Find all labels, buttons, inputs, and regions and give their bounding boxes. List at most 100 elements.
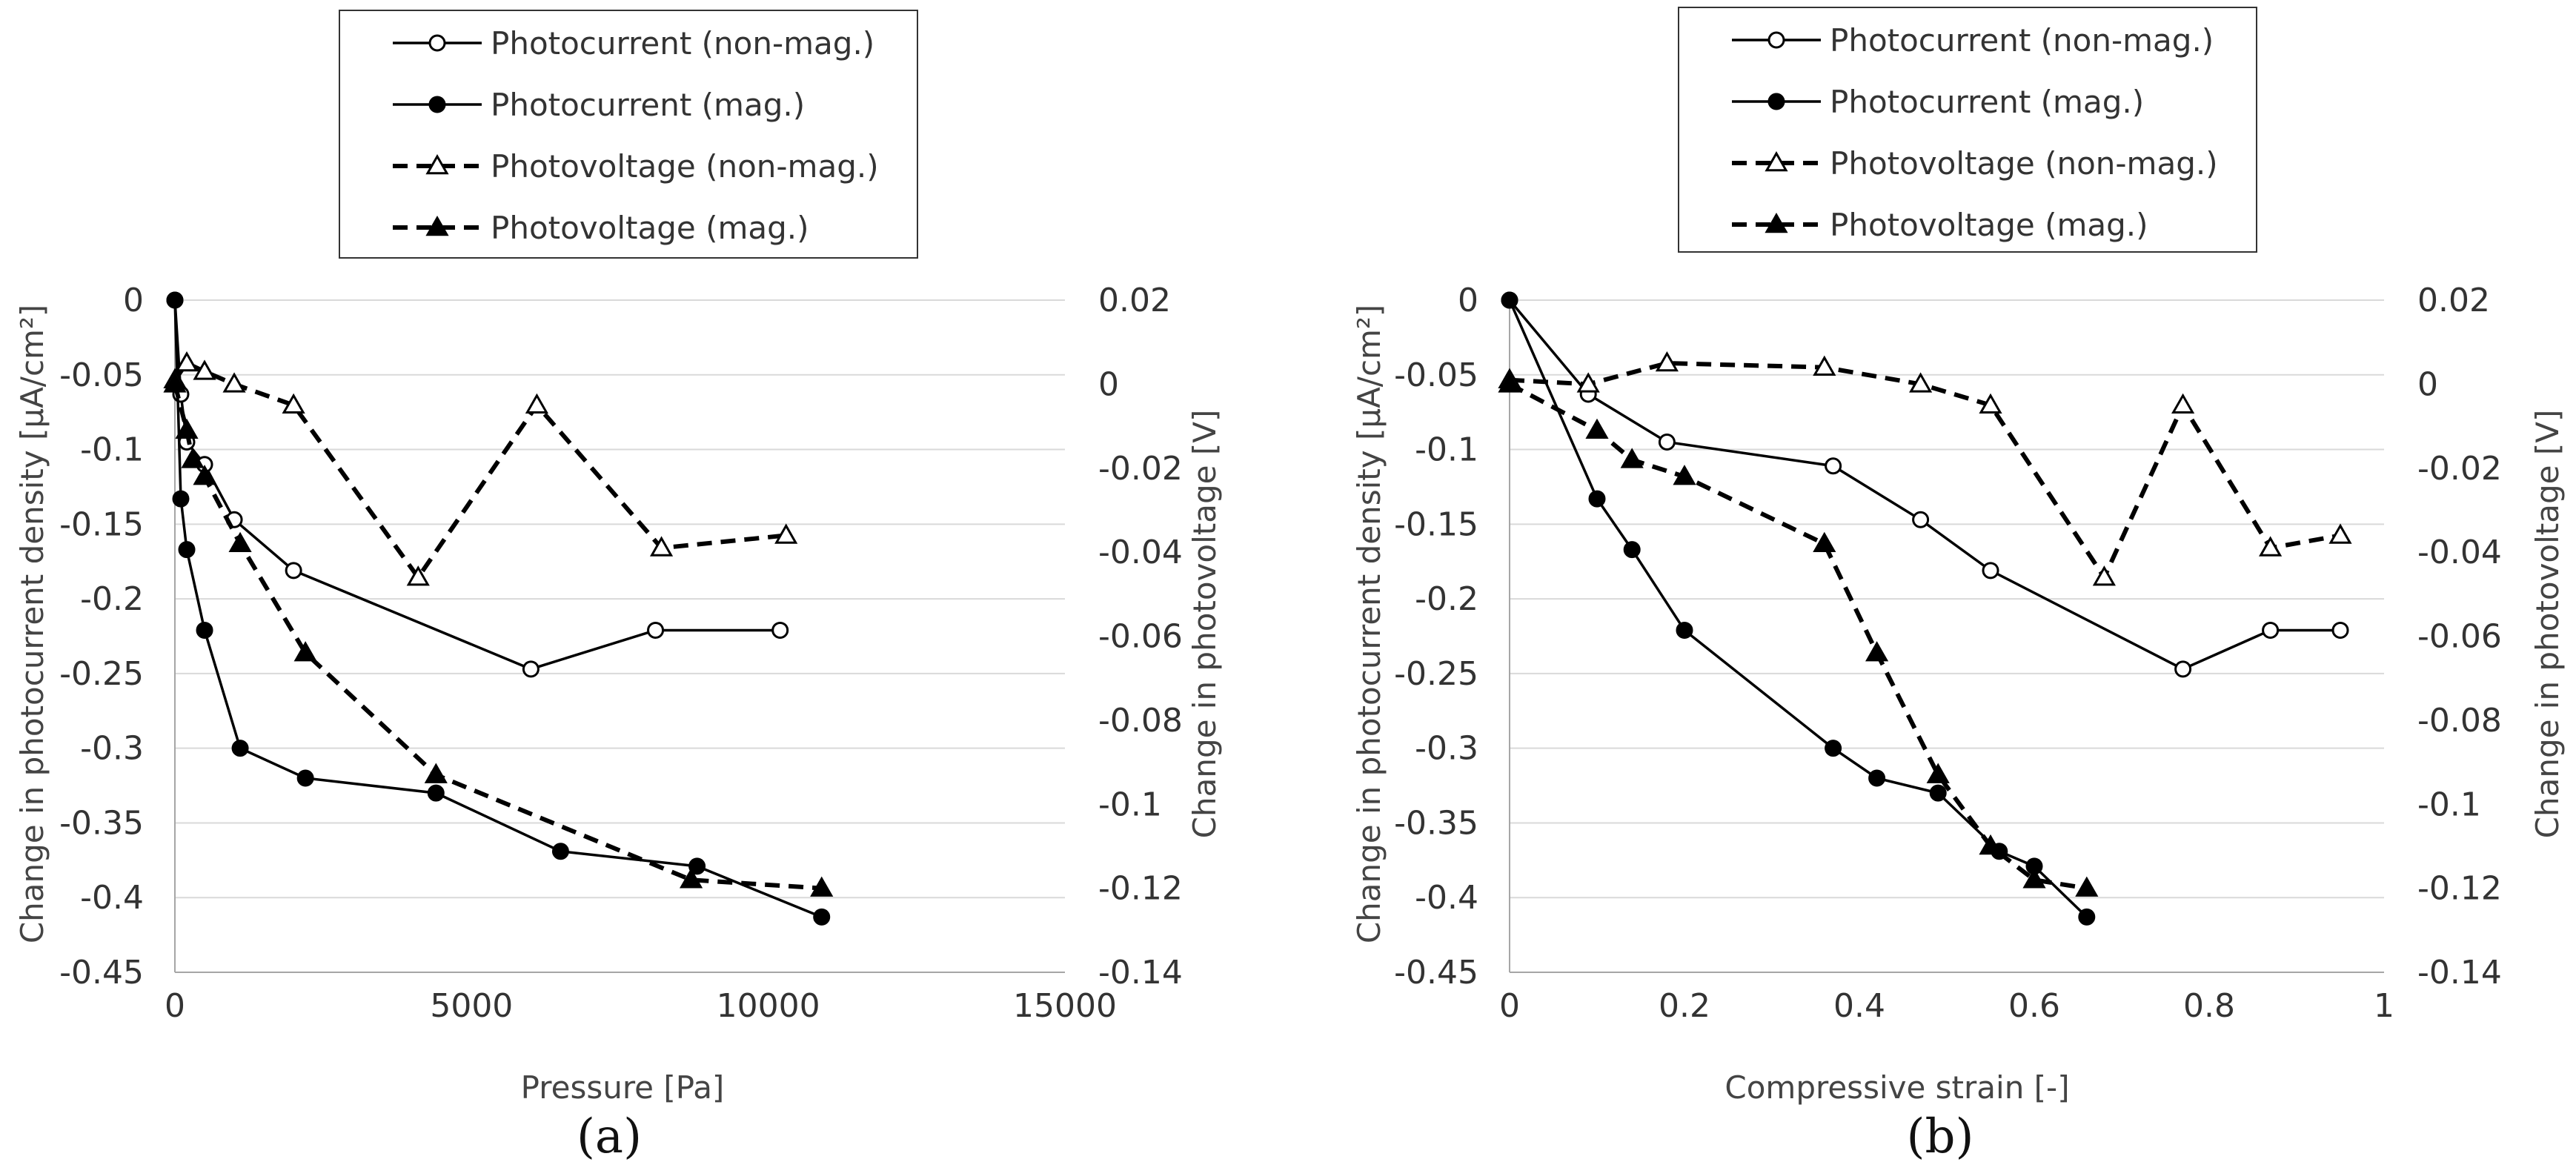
data-point: [296, 769, 314, 787]
y-tick-label-left: -0.15: [1394, 505, 1478, 543]
legend-marker: [1765, 212, 1788, 233]
data-point: [163, 372, 187, 393]
data-point: [1588, 490, 1606, 508]
data-point: [1676, 621, 1693, 639]
data-point: [1912, 511, 1930, 528]
data-point: [196, 621, 213, 639]
y-tick-label-right: -0.1: [1098, 786, 1162, 823]
y-tick-label-right: -0.04: [2417, 534, 2502, 571]
legend-marker: [1767, 93, 1785, 110]
data-point: [522, 660, 540, 678]
y-tick-label-left: -0.05: [1394, 356, 1478, 394]
legend-label: Photocurrent (non-mag.): [491, 25, 874, 62]
legend-label: Photocurrent (non-mag.): [1830, 22, 2214, 59]
legend-label: Photovoltage (non-mag.): [1830, 145, 2218, 182]
data-point: [222, 372, 246, 393]
data-point: [1501, 291, 1518, 309]
x-tick-label: 0.4: [1833, 987, 1885, 1025]
legend-marker: [1765, 150, 1788, 172]
data-point: [1498, 372, 1521, 393]
legend-label: Photovoltage (mag.): [491, 210, 809, 246]
data-point: [525, 393, 548, 414]
data-point: [1813, 355, 1836, 376]
y-tick-label-right: -0.04: [1098, 534, 1183, 571]
data-point: [810, 876, 834, 897]
y-tick-label-right: -0.02: [1098, 450, 1183, 488]
y-tick-label-left: -0.1: [80, 431, 144, 469]
data-point: [175, 351, 199, 372]
y-tick-label-right: 0.02: [2417, 282, 2490, 319]
x-tick-label: 0.2: [1659, 987, 1710, 1025]
data-point: [285, 562, 302, 580]
series-line: [1508, 299, 2340, 671]
data-point: [1658, 433, 1676, 451]
data-point: [228, 531, 252, 553]
y-tick-label-left: -0.35: [59, 804, 144, 842]
data-point: [1982, 562, 1999, 580]
y-tick-label-right: 0: [2417, 365, 2438, 403]
y-tick-label-right: -0.06: [1098, 618, 1183, 656]
data-point: [1813, 531, 1836, 553]
y-tick-label-left: -0.05: [59, 356, 144, 394]
y-tick-label-left: -0.2: [1415, 580, 1478, 618]
data-point: [2092, 565, 2116, 586]
y-tick-label-right: -0.12: [2417, 870, 2502, 908]
data-point: [178, 541, 196, 559]
series-line: [173, 383, 822, 891]
panel-label-a: (a): [577, 1109, 642, 1162]
data-point: [406, 565, 430, 586]
y-tick-label-left: 0: [123, 282, 144, 319]
data-point: [193, 465, 216, 485]
data-point: [2174, 660, 2192, 678]
series-line: [173, 299, 823, 919]
x-tick-label: 0: [165, 987, 185, 1025]
data-point: [1655, 351, 1679, 372]
panel-b-chart: Photocurrent (non-mag.) Photocurrent (mag…: [1351, 7, 2566, 1162]
series-line: [173, 360, 786, 582]
data-point: [2022, 868, 2046, 889]
data-point: [193, 359, 216, 380]
data-point: [1576, 372, 1600, 393]
x-tick-label: 0.8: [2183, 987, 2235, 1025]
data-point: [688, 857, 706, 875]
data-point: [1825, 457, 1842, 475]
data-point: [175, 418, 199, 439]
y-tick-label-left: 0: [1458, 282, 1478, 319]
y-tick-label-right: -0.1: [2417, 786, 2481, 823]
data-point: [424, 763, 448, 783]
legend-label: Photovoltage (mag.): [1830, 207, 2148, 243]
data-point: [813, 908, 831, 926]
y-axis-label-left: Change in photocurrent density [μA/cm²]: [1351, 305, 1387, 943]
y-axis-label-left: Change in photocurrent density [μA/cm²]: [14, 305, 50, 943]
data-point: [1926, 763, 1950, 783]
series-line: [1508, 299, 2088, 918]
y-tick-label-left: -0.2: [80, 580, 144, 618]
data-point: [166, 291, 184, 309]
data-point: [1979, 393, 2002, 414]
x-tick-label: 15000: [1013, 987, 1117, 1025]
legend-label: Photovoltage (non-mag.): [491, 148, 879, 185]
data-point: [293, 641, 317, 662]
data-point: [2259, 536, 2283, 557]
data-point: [1620, 448, 1644, 468]
panel-a-chart: Photocurrent (non-mag.) Photocurrent (mag…: [14, 10, 1223, 1162]
x-tick-label: 0.6: [2008, 987, 2060, 1025]
y-tick-label-left: -0.4: [80, 879, 144, 917]
series-line: [173, 299, 780, 671]
legend-marker: [1767, 31, 1785, 49]
data-point: [551, 843, 569, 860]
data-point: [231, 740, 249, 757]
data-point: [181, 448, 205, 468]
data-point: [1623, 541, 1641, 559]
x-tick-label: 0: [1499, 987, 1520, 1025]
y-tick-label-left: -0.15: [59, 505, 144, 543]
x-tick-label: 10000: [717, 987, 820, 1025]
data-point: [427, 784, 445, 802]
y-tick-label-right: 0: [1098, 365, 1119, 403]
y-tick-label-left: -0.35: [1394, 804, 1478, 842]
data-point: [172, 490, 190, 508]
data-point: [1909, 372, 1933, 393]
data-point: [679, 868, 703, 889]
y-tick-label-left: -0.4: [1415, 879, 1478, 917]
